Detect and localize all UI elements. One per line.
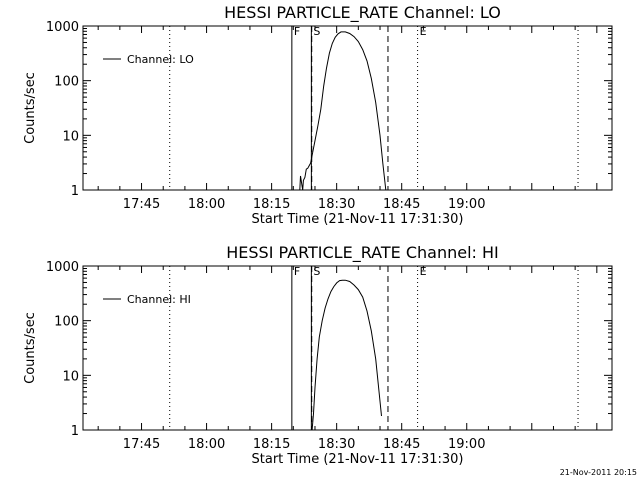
chart-title: HESSI PARTICLE_RATE Channel: LO (224, 3, 501, 23)
y-tick-label: 1 (71, 424, 79, 439)
x-tick-label: 19:00 (448, 437, 485, 452)
y-tick-label: 10 (62, 129, 79, 144)
x-axis-label: Start Time (21-Nov-11 17:31:30) (252, 212, 464, 227)
chart-title: HESSI PARTICLE_RATE Channel: HI (226, 243, 499, 263)
x-tick-label: 18:45 (383, 437, 420, 452)
event-marker-label: E (420, 265, 427, 278)
x-tick-label: 18:15 (253, 437, 290, 452)
y-tick-label: 100 (54, 315, 79, 330)
plot-frame (82, 265, 613, 431)
x-tick-label: 18:45 (383, 197, 420, 212)
event-marker-label: S (313, 265, 320, 278)
y-tick-label: 10 (62, 369, 79, 384)
y-tick-label: 100 (54, 75, 79, 90)
x-axis-label: Start Time (21-Nov-11 17:31:30) (252, 452, 464, 467)
y-axis-label: Counts/sec (23, 312, 38, 384)
y-axis-label: Counts/sec (23, 72, 38, 144)
series-line-0 (299, 31, 387, 191)
footer-timestamp: 21-Nov-2011 20:15 (560, 468, 637, 477)
x-tick-label: 17:45 (123, 437, 160, 452)
x-tick-label: 19:00 (448, 197, 485, 212)
x-tick-label: 17:45 (123, 197, 160, 212)
event-marker-label: F (294, 25, 300, 38)
x-tick-label: 18:30 (318, 437, 355, 452)
y-tick-label: 1000 (46, 20, 79, 35)
event-marker-label: S (313, 25, 320, 38)
x-tick-label: 18:00 (188, 437, 225, 452)
event-marker-label: E (420, 25, 427, 38)
plot-panel-0: HESSI PARTICLE_RATE Channel: LO 17:45 18:0… (23, 3, 613, 227)
event-marker-label: F (294, 265, 300, 278)
y-tick-label: 1000 (46, 260, 79, 275)
legend-label: Channel: LO (127, 53, 194, 66)
series-line-0 (311, 279, 382, 431)
x-tick-label: 18:15 (253, 197, 290, 212)
plot-frame (82, 25, 613, 191)
y-tick-label: 1 (71, 184, 79, 199)
x-tick-label: 18:30 (318, 197, 355, 212)
legend-label: Channel: HI (127, 293, 191, 306)
x-tick-label: 18:00 (188, 197, 225, 212)
plot-panel-1: HESSI PARTICLE_RATE Channel: HI 17:45 18:0… (23, 243, 613, 467)
